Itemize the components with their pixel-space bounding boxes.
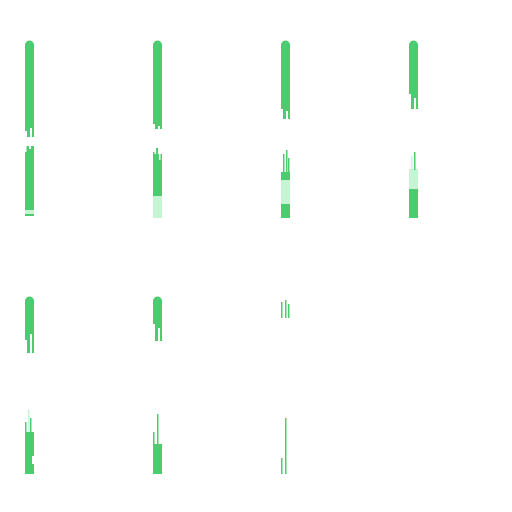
- sprite-frame-10: [152, 296, 216, 360]
- sprite-frame-3: [280, 40, 344, 119]
- sprite-frame-12: [24, 408, 88, 474]
- sprite-frame-11: [280, 296, 344, 360]
- sprite-frame-9: [24, 296, 88, 360]
- sprite-frame-14: [280, 408, 344, 474]
- sprite-frame-2: [152, 40, 216, 129]
- sprite-frame-4: [408, 40, 472, 109]
- sprite-frame-6: [152, 144, 216, 218]
- sprite-frame-1: [24, 40, 88, 137]
- sprite-frame-13: [152, 408, 216, 474]
- sprite-frame-8: [408, 144, 472, 218]
- sprite-frame-5: [24, 144, 88, 216]
- sprite-frame-7: [280, 144, 344, 218]
